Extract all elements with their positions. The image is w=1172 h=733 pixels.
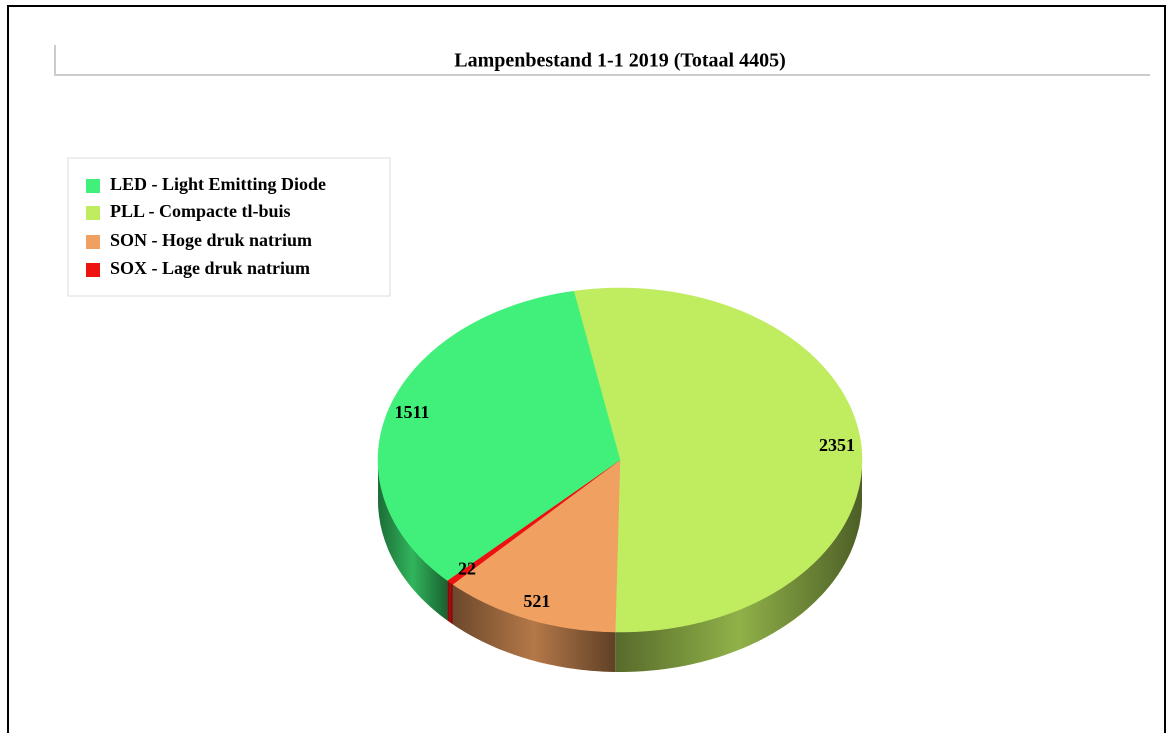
legend-label: SOX - Lage druk natrium xyxy=(110,258,310,278)
pie-slice xyxy=(573,287,863,633)
title-rule xyxy=(54,45,1150,76)
pie-side-shade xyxy=(452,584,616,672)
data-label: 1511 xyxy=(394,402,429,422)
pie: 2351 521 22 1511 xyxy=(377,287,863,672)
pie-side-shade xyxy=(378,460,448,621)
chart-title: Lampenbestand 1-1 2019 (Totaal 4405) xyxy=(454,50,786,72)
legend: LED - Light Emitting Diode PLL - Compacte… xyxy=(86,174,326,278)
legend-swatch xyxy=(86,263,100,277)
legend-label: LED - Light Emitting Diode xyxy=(110,174,326,194)
legend-swatch xyxy=(86,179,100,193)
legend-label: PLL - Compacte tl-buis xyxy=(110,201,291,221)
pie-slice xyxy=(452,459,621,633)
legend-label: SON - Hoge druk natrium xyxy=(110,230,312,250)
data-label: 2351 xyxy=(819,435,855,455)
data-label: 521 xyxy=(523,591,550,611)
pie-side-shade xyxy=(615,460,862,672)
legend-swatch xyxy=(86,206,100,220)
pie-slice xyxy=(377,290,621,581)
legend-swatch xyxy=(86,235,100,249)
legend-box xyxy=(67,157,391,297)
pie-side-shade xyxy=(447,580,453,625)
frame xyxy=(7,5,1166,733)
data-label: 22 xyxy=(458,558,476,578)
